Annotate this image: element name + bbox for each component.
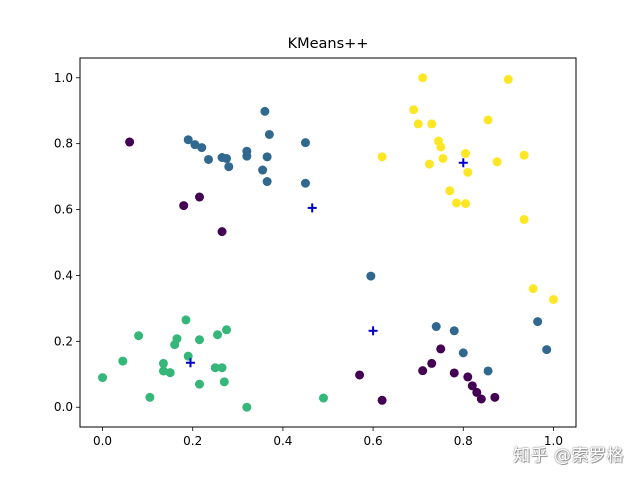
cluster-2-point-11: [194, 335, 204, 345]
cluster-2-point-2: [134, 331, 144, 341]
cluster-1-point-11: [262, 152, 272, 162]
y-tick-label-0: 0.0: [54, 400, 73, 414]
cluster-2-point-3: [145, 392, 155, 402]
cluster-3-point-7: [436, 142, 446, 152]
cluster-3-point-19: [528, 284, 538, 294]
cluster-2-point-19: [318, 393, 328, 403]
x-tick-label-2: 0.4: [273, 434, 292, 448]
cluster-2-point-18: [242, 402, 252, 412]
cluster-1-point-15: [300, 178, 310, 188]
cluster-0-point-5: [377, 395, 387, 405]
cluster-1-point-12: [262, 177, 272, 187]
cluster-1-point-17: [431, 322, 441, 332]
cluster-2-point-0: [98, 373, 108, 383]
cluster-1-point-16: [366, 271, 376, 281]
y-tick-label-5: 1.0: [54, 71, 73, 85]
cluster-0-point-14: [490, 392, 500, 402]
cluster-0-point-10: [463, 372, 473, 382]
cluster-3-point-15: [492, 157, 502, 167]
cluster-2-point-16: [219, 377, 229, 387]
cluster-3-point-8: [438, 153, 448, 163]
x-tick-label-0: 0.0: [93, 434, 112, 448]
centroid-marker-2: [368, 326, 378, 336]
cluster-3-point-2: [413, 119, 423, 129]
y-tick-label-3: 0.6: [54, 203, 73, 217]
cluster-1-point-0: [183, 135, 193, 145]
cluster-3-point-9: [445, 186, 455, 196]
cluster-0-point-11: [467, 381, 477, 391]
axes-ticks: 0.0 0.2 0.4 0.6 0.8 1.0 0.0 0.2 0.4 0.6 0.8 1.0: [54, 71, 563, 448]
cluster-1-point-14: [300, 138, 310, 148]
cluster-0-point-3: [217, 227, 227, 237]
cluster-2-point-8: [172, 334, 182, 344]
cluster-3-point-18: [519, 214, 529, 224]
cluster-3-point-0: [377, 152, 387, 162]
centroid-marker-3: [458, 158, 468, 168]
cluster-0-point-1: [179, 201, 189, 211]
cluster-3-point-14: [483, 115, 493, 125]
cluster-1-point-8: [242, 151, 252, 161]
cluster-1-point-22: [542, 345, 552, 355]
x-tick-label-5: 1.0: [544, 434, 563, 448]
cluster-1-point-19: [458, 348, 468, 358]
y-tick-label-2: 0.4: [54, 268, 73, 282]
cluster-1-point-21: [533, 317, 543, 327]
cluster-0-point-8: [436, 344, 446, 354]
cluster-0-point-12: [472, 387, 482, 397]
cluster-2-point-14: [213, 330, 223, 340]
cluster-2-point-13: [210, 363, 220, 373]
cluster-3-point-17: [519, 150, 529, 160]
cluster-3-point-1: [409, 105, 419, 115]
cluster-1-point-13: [264, 129, 274, 139]
cluster-1-point-2: [197, 143, 207, 153]
cluster-2-point-1: [118, 356, 128, 366]
cluster-0-point-7: [427, 358, 437, 368]
cluster-1-point-20: [483, 366, 493, 376]
cluster-0-point-0: [125, 137, 135, 147]
cluster-3-point-4: [424, 159, 434, 169]
y-tick-label-4: 0.8: [54, 137, 73, 151]
chart-title: KMeans++: [288, 36, 369, 52]
cluster-2-point-12: [194, 379, 204, 389]
cluster-0-point-9: [449, 368, 459, 378]
cluster-3-point-16: [503, 74, 513, 84]
centroid-marker-1: [307, 203, 317, 213]
cluster-3-point-10: [452, 198, 462, 208]
cluster-1-point-6: [224, 162, 234, 172]
y-tick-label-1: 0.2: [54, 334, 73, 348]
cluster-3-point-20: [548, 295, 558, 304]
cluster-1-point-5: [222, 153, 232, 163]
cluster-1-point-3: [204, 154, 214, 164]
x-tick-label-4: 0.8: [454, 434, 473, 448]
cluster-3-point-3: [418, 73, 428, 83]
cluster-0-point-13: [476, 394, 486, 404]
centroid-marker-0: [185, 358, 195, 368]
cluster-3-point-11: [461, 199, 471, 209]
cluster-2-point-6: [165, 368, 175, 378]
cluster-3-point-12: [461, 149, 471, 159]
cluster-2-point-9: [181, 315, 191, 325]
watermark-text: 知乎 @索罗格: [513, 446, 624, 466]
cluster-3-point-13: [463, 167, 473, 177]
plot-marks: [98, 73, 558, 412]
cluster-1-point-18: [449, 326, 459, 336]
x-tick-label-3: 0.6: [364, 434, 383, 448]
cluster-2-point-5: [158, 366, 168, 376]
cluster-0-point-2: [194, 192, 204, 202]
cluster-0-point-4: [355, 370, 365, 380]
cluster-1-point-1: [190, 140, 200, 150]
axes-frame: [79, 57, 577, 428]
cluster-2-point-15: [217, 363, 227, 373]
cluster-1-point-9: [258, 165, 268, 175]
x-tick-label-1: 0.2: [183, 434, 202, 448]
cluster-0-point-6: [418, 366, 428, 376]
cluster-3-point-5: [427, 119, 437, 129]
cluster-1-point-10: [260, 106, 270, 116]
cluster-2-point-4: [158, 358, 168, 368]
cluster-2-point-17: [222, 325, 232, 335]
